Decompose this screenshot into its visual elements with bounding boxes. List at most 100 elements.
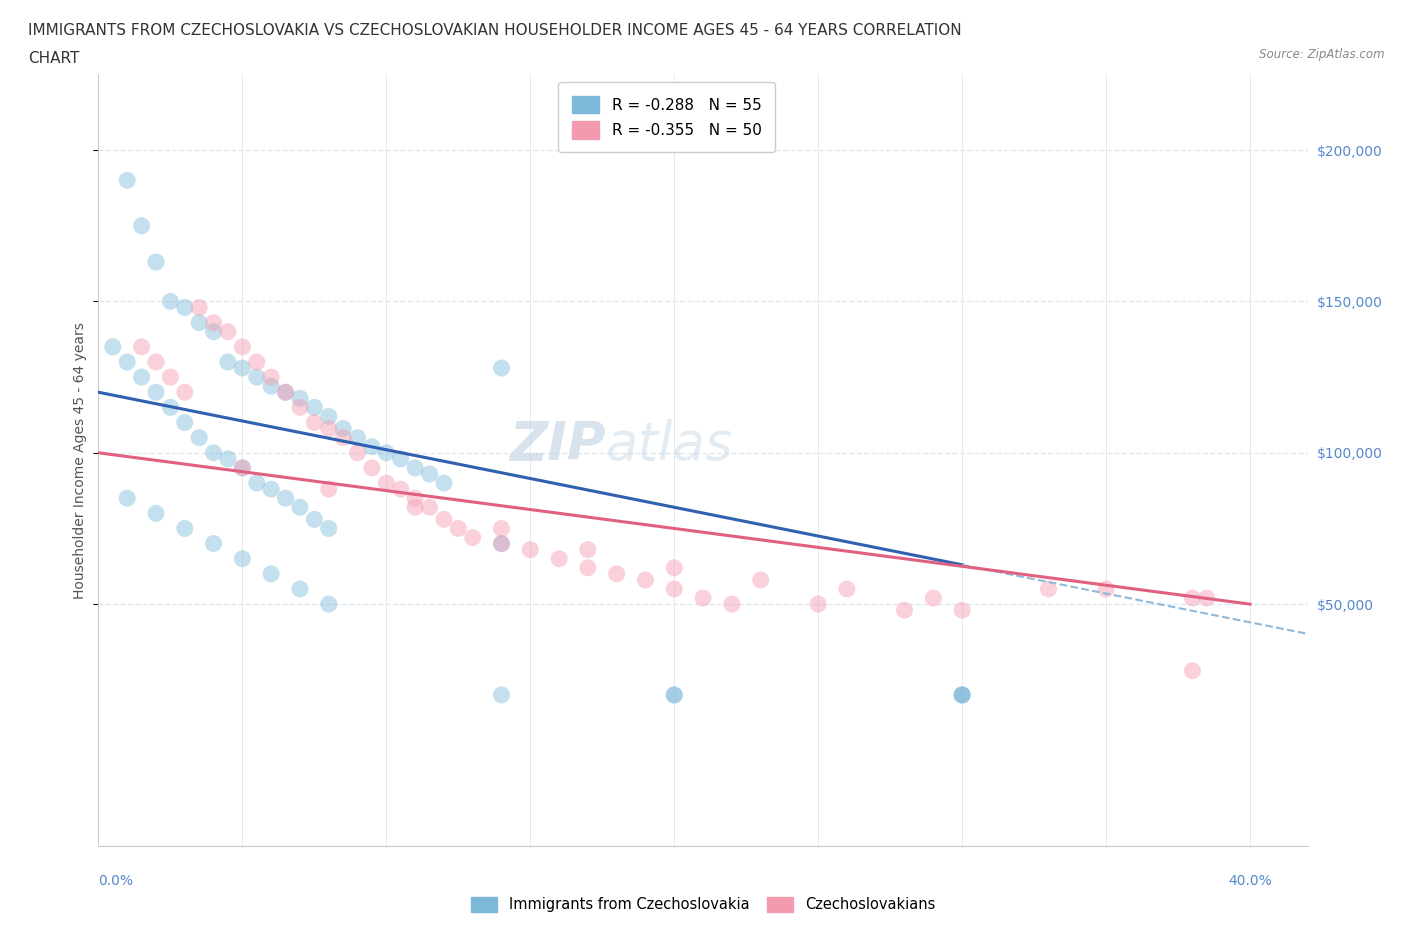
Point [664,581,686,596]
Point [404,491,426,506]
Point [1095,581,1118,596]
Point [131,339,153,354]
Point [461,530,484,545]
Point [950,687,973,702]
Point [318,521,340,536]
Text: atlas: atlas [606,418,734,471]
Point [231,361,253,376]
Point [288,391,311,405]
Point [202,325,225,339]
Point [159,294,181,309]
Point [664,561,686,576]
Point [606,566,628,581]
Point [433,475,456,490]
Point [260,482,283,497]
Point [231,339,253,354]
Point [835,581,858,596]
Point [260,379,283,393]
Point [188,315,211,330]
Point [288,499,311,514]
Point [246,369,269,384]
Text: CHART: CHART [28,51,80,66]
Text: Source: ZipAtlas.com: Source: ZipAtlas.com [1260,48,1385,61]
Point [375,475,398,490]
Point [173,385,195,400]
Point [260,369,283,384]
Point [418,499,440,514]
Point [202,445,225,460]
Point [288,400,311,415]
Point [231,460,253,475]
Text: 0.0%: 0.0% [98,874,134,888]
Point [131,219,153,233]
Point [202,315,225,330]
Point [519,542,541,557]
Point [491,361,513,376]
Point [1181,591,1204,605]
Point [361,460,384,475]
Point [950,687,973,702]
Point [318,597,340,612]
Point [217,451,239,466]
Point [318,409,340,424]
Point [447,521,470,536]
Point [576,561,599,576]
Point [950,603,973,618]
Point [246,354,269,369]
Point [188,431,211,445]
Point [231,460,253,475]
Point [217,354,239,369]
Point [145,255,167,270]
Point [288,581,311,596]
Point [115,354,138,369]
Point [173,521,195,536]
Point [361,439,384,454]
Point [145,506,167,521]
Point [807,597,830,612]
Point [634,573,657,588]
Point [332,431,354,445]
Point [1195,591,1218,605]
Point [389,482,412,497]
Point [260,566,283,581]
Point [664,687,686,702]
Point [1181,663,1204,678]
Point [304,400,326,415]
Point [115,173,138,188]
Point [749,573,772,588]
Point [389,451,412,466]
Point [101,339,124,354]
Point [1038,581,1060,596]
Text: ZIP: ZIP [510,418,606,471]
Point [246,475,269,490]
Point [404,499,426,514]
Point [217,325,239,339]
Point [491,537,513,551]
Point [274,385,297,400]
Point [304,512,326,526]
Point [664,687,686,702]
Point [131,369,153,384]
Point [145,385,167,400]
Point [418,467,440,482]
Point [433,512,456,526]
Point [332,421,354,436]
Point [950,687,973,702]
Point [491,537,513,551]
Point [346,431,368,445]
Point [115,491,138,506]
Point [692,591,714,605]
Legend: R = -0.288   N = 55, R = -0.355   N = 50: R = -0.288 N = 55, R = -0.355 N = 50 [558,82,775,153]
Point [318,482,340,497]
Point [318,421,340,436]
Point [173,300,195,315]
Text: IMMIGRANTS FROM CZECHOSLOVAKIA VS CZECHOSLOVAKIAN HOUSEHOLDER INCOME AGES 45 - 6: IMMIGRANTS FROM CZECHOSLOVAKIA VS CZECHO… [28,23,962,38]
Point [145,354,167,369]
Legend: Immigrants from Czechoslovakia, Czechoslovakians: Immigrants from Czechoslovakia, Czechosl… [465,891,941,918]
Point [720,597,742,612]
Point [346,445,368,460]
Point [404,460,426,475]
Point [202,537,225,551]
Point [375,445,398,460]
Point [491,521,513,536]
